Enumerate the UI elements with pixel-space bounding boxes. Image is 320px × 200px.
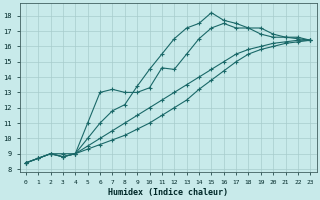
X-axis label: Humidex (Indice chaleur): Humidex (Indice chaleur): [108, 188, 228, 197]
